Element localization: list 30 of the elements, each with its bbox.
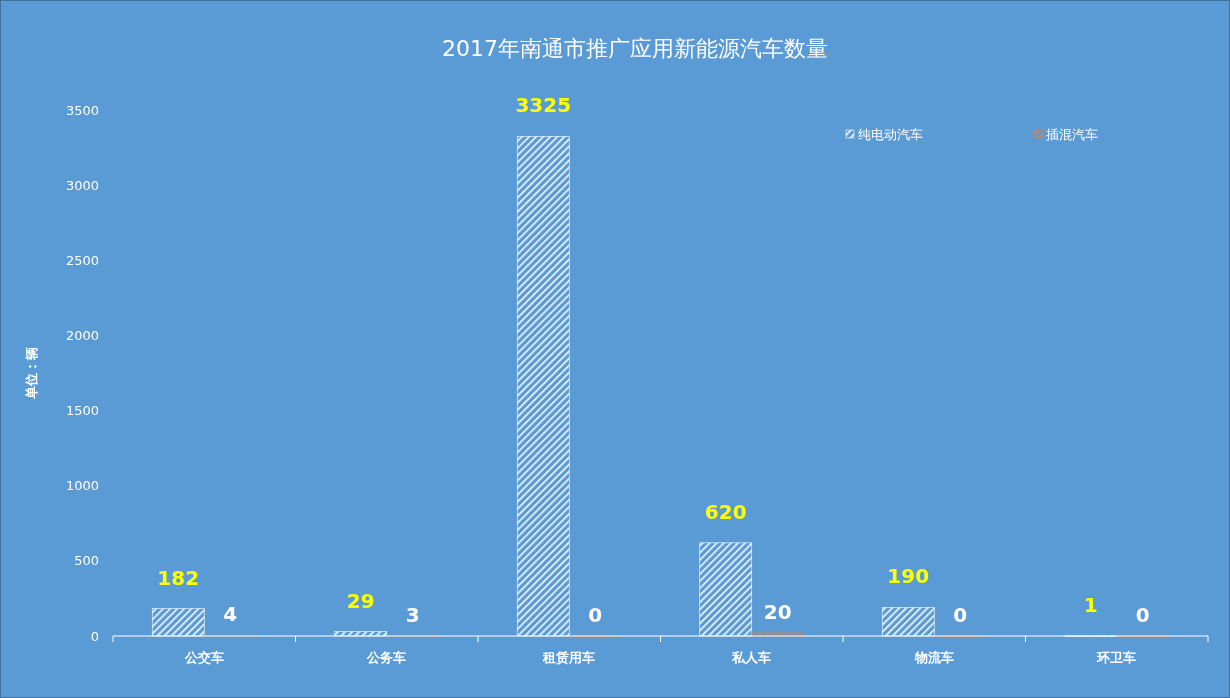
data-label: 3 [405,602,420,627]
data-label: 29 [346,588,375,613]
data-label: 0 [588,603,603,627]
y-tick-label: 2000 [65,327,99,343]
data-label: 190 [887,564,930,589]
y-tick-label: 500 [74,553,99,569]
y-tick-label: 2500 [65,252,99,268]
data-label: 620 [704,499,747,524]
x-tick-label: 环卫车 [1096,650,1137,665]
legend-label: 纯电动汽车 [858,126,923,142]
chart-title: 2017年南通市推广应用新能源汽车数量 [442,36,828,61]
y-tick-label: 3500 [65,102,99,118]
x-tick-label: 公务车 [366,650,407,665]
x-tick-label: 物流车 [913,650,954,665]
data-label: 3325 [515,93,572,118]
legend-label: 插混汽车 [1046,126,1098,142]
y-axis-title: 单位：辆 [24,347,39,400]
data-label: 182 [157,565,200,590]
x-tick-label: 私人车 [731,650,772,665]
x-tick-label: 公交车 [183,650,224,665]
y-tick-label: 1500 [65,403,99,419]
data-label: 0 [953,603,968,627]
y-tick-label: 0 [90,628,99,644]
x-tick-label: 租赁用车 [542,650,596,665]
data-label: 0 [1135,603,1150,627]
data-label: 20 [763,599,792,624]
y-tick-label: 1000 [65,478,99,494]
data-label: 4 [223,602,238,627]
data-label: 1 [1083,592,1098,617]
y-tick-label: 3000 [65,177,99,193]
